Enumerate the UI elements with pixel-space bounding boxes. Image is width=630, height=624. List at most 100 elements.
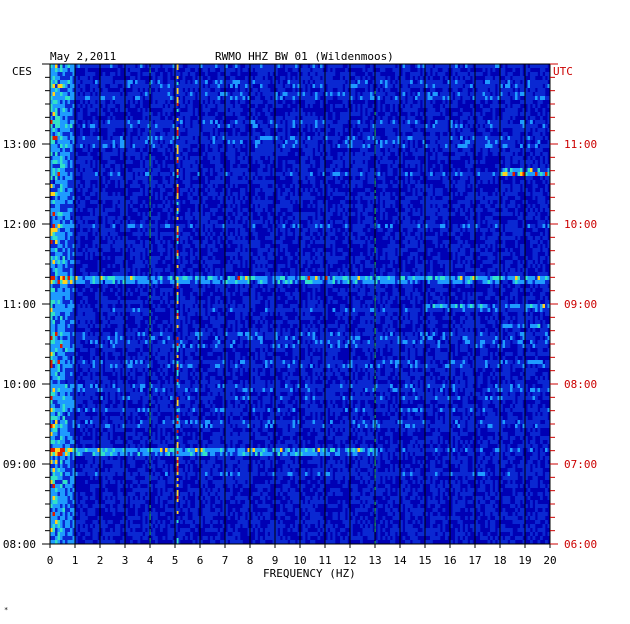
heatmap-cell — [82, 76, 86, 80]
heatmap-cell — [122, 180, 126, 184]
heatmap-cell — [407, 108, 411, 112]
heatmap-cell — [255, 220, 258, 224]
heatmap-cell — [412, 160, 416, 164]
heatmap-cell — [155, 196, 158, 200]
heatmap-cell — [225, 92, 228, 96]
heatmap-cell — [332, 140, 336, 144]
heatmap-cell — [510, 124, 513, 128]
heatmap-cell — [385, 184, 388, 188]
heatmap-cell — [50, 172, 53, 176]
heatmap-cell — [70, 152, 73, 156]
heatmap-cell — [345, 172, 348, 176]
heatmap-cell — [525, 192, 528, 196]
heatmap-cell — [142, 92, 146, 96]
heatmap-cell — [532, 132, 536, 136]
heatmap-cell — [402, 80, 406, 84]
heatmap-cell — [267, 64, 271, 68]
heatmap-cell — [82, 64, 86, 68]
heatmap-cell — [87, 120, 91, 124]
heatmap-cell — [515, 136, 518, 140]
heatmap-cell — [475, 172, 478, 176]
heatmap-cell — [182, 92, 186, 96]
heatmap-cell — [390, 224, 393, 228]
heatmap-cell — [270, 216, 273, 220]
heatmap-cell — [525, 128, 528, 132]
heatmap-cell — [452, 132, 456, 136]
heatmap-cell — [167, 212, 171, 216]
heatmap-cell — [540, 224, 543, 228]
heatmap-cell — [392, 216, 396, 220]
heatmap-cell — [360, 172, 363, 176]
heatmap-cell — [100, 224, 103, 228]
heatmap-cell — [507, 140, 511, 144]
heatmap-cell — [392, 80, 396, 84]
heatmap-cell — [142, 156, 146, 160]
heatmap-cell — [255, 176, 258, 180]
heatmap-cell — [185, 216, 188, 220]
heatmap-cell — [130, 92, 133, 96]
heatmap-cell — [122, 184, 126, 188]
heatmap-cell — [377, 168, 381, 172]
heatmap-cell — [312, 196, 316, 200]
heatmap-cell — [175, 224, 178, 228]
heatmap-cell — [542, 128, 546, 132]
heatmap-cell — [345, 204, 348, 208]
heatmap-cell — [377, 144, 381, 148]
heatmap-cell — [360, 160, 363, 164]
heatmap-cell — [197, 92, 201, 96]
heatmap-cell — [217, 136, 221, 140]
heatmap-cell — [477, 180, 481, 184]
heatmap-cell — [175, 84, 178, 88]
heatmap-cell — [172, 68, 176, 72]
heatmap-cell — [347, 204, 351, 208]
heatmap-cell — [247, 140, 251, 144]
heatmap-cell — [165, 144, 168, 148]
heatmap-cell — [522, 88, 526, 92]
heatmap-cell — [490, 196, 493, 200]
heatmap-cell — [405, 196, 408, 200]
heatmap-cell — [87, 104, 91, 108]
heatmap-cell — [65, 160, 68, 164]
heatmap-cell — [502, 136, 506, 140]
heatmap-cell — [490, 176, 493, 180]
heatmap-cell — [167, 72, 171, 76]
heatmap-cell — [387, 196, 391, 200]
heatmap-cell — [517, 168, 521, 172]
heatmap-cell — [380, 200, 383, 204]
heatmap-cell — [395, 100, 398, 104]
heatmap-cell — [327, 136, 331, 140]
heatmap-cell — [145, 216, 148, 220]
heatmap-cell — [412, 188, 416, 192]
heatmap-cell — [367, 152, 371, 156]
heatmap-cell — [170, 180, 173, 184]
heatmap-cell — [97, 180, 101, 184]
heatmap-cell — [502, 112, 506, 116]
heatmap-cell — [270, 92, 273, 96]
heatmap-cell — [532, 180, 536, 184]
heatmap-cell — [232, 204, 236, 208]
heatmap-cell — [380, 196, 383, 200]
heatmap-cell — [357, 112, 361, 116]
heatmap-cell — [312, 128, 316, 132]
heatmap-cell — [315, 116, 318, 120]
heatmap-cell — [332, 92, 336, 96]
heatmap-cell — [480, 116, 483, 120]
heatmap-cell — [252, 108, 256, 112]
heatmap-cell — [190, 196, 193, 200]
heatmap-cell — [537, 200, 541, 204]
heatmap-cell — [287, 76, 291, 80]
heatmap-cell — [385, 120, 388, 124]
heatmap-cell — [147, 136, 151, 140]
heatmap-cell — [92, 92, 96, 96]
heatmap-cell — [467, 192, 471, 196]
heatmap-cell — [517, 104, 521, 108]
heatmap-cell — [327, 72, 331, 76]
heatmap-cell — [82, 192, 86, 196]
heatmap-cell — [272, 172, 276, 176]
heatmap-cell — [425, 96, 428, 100]
heatmap-cell — [535, 148, 538, 152]
heatmap-cell — [50, 208, 53, 212]
heatmap-cell — [392, 132, 396, 136]
heatmap-cell — [155, 160, 158, 164]
heatmap-cell — [325, 168, 328, 172]
